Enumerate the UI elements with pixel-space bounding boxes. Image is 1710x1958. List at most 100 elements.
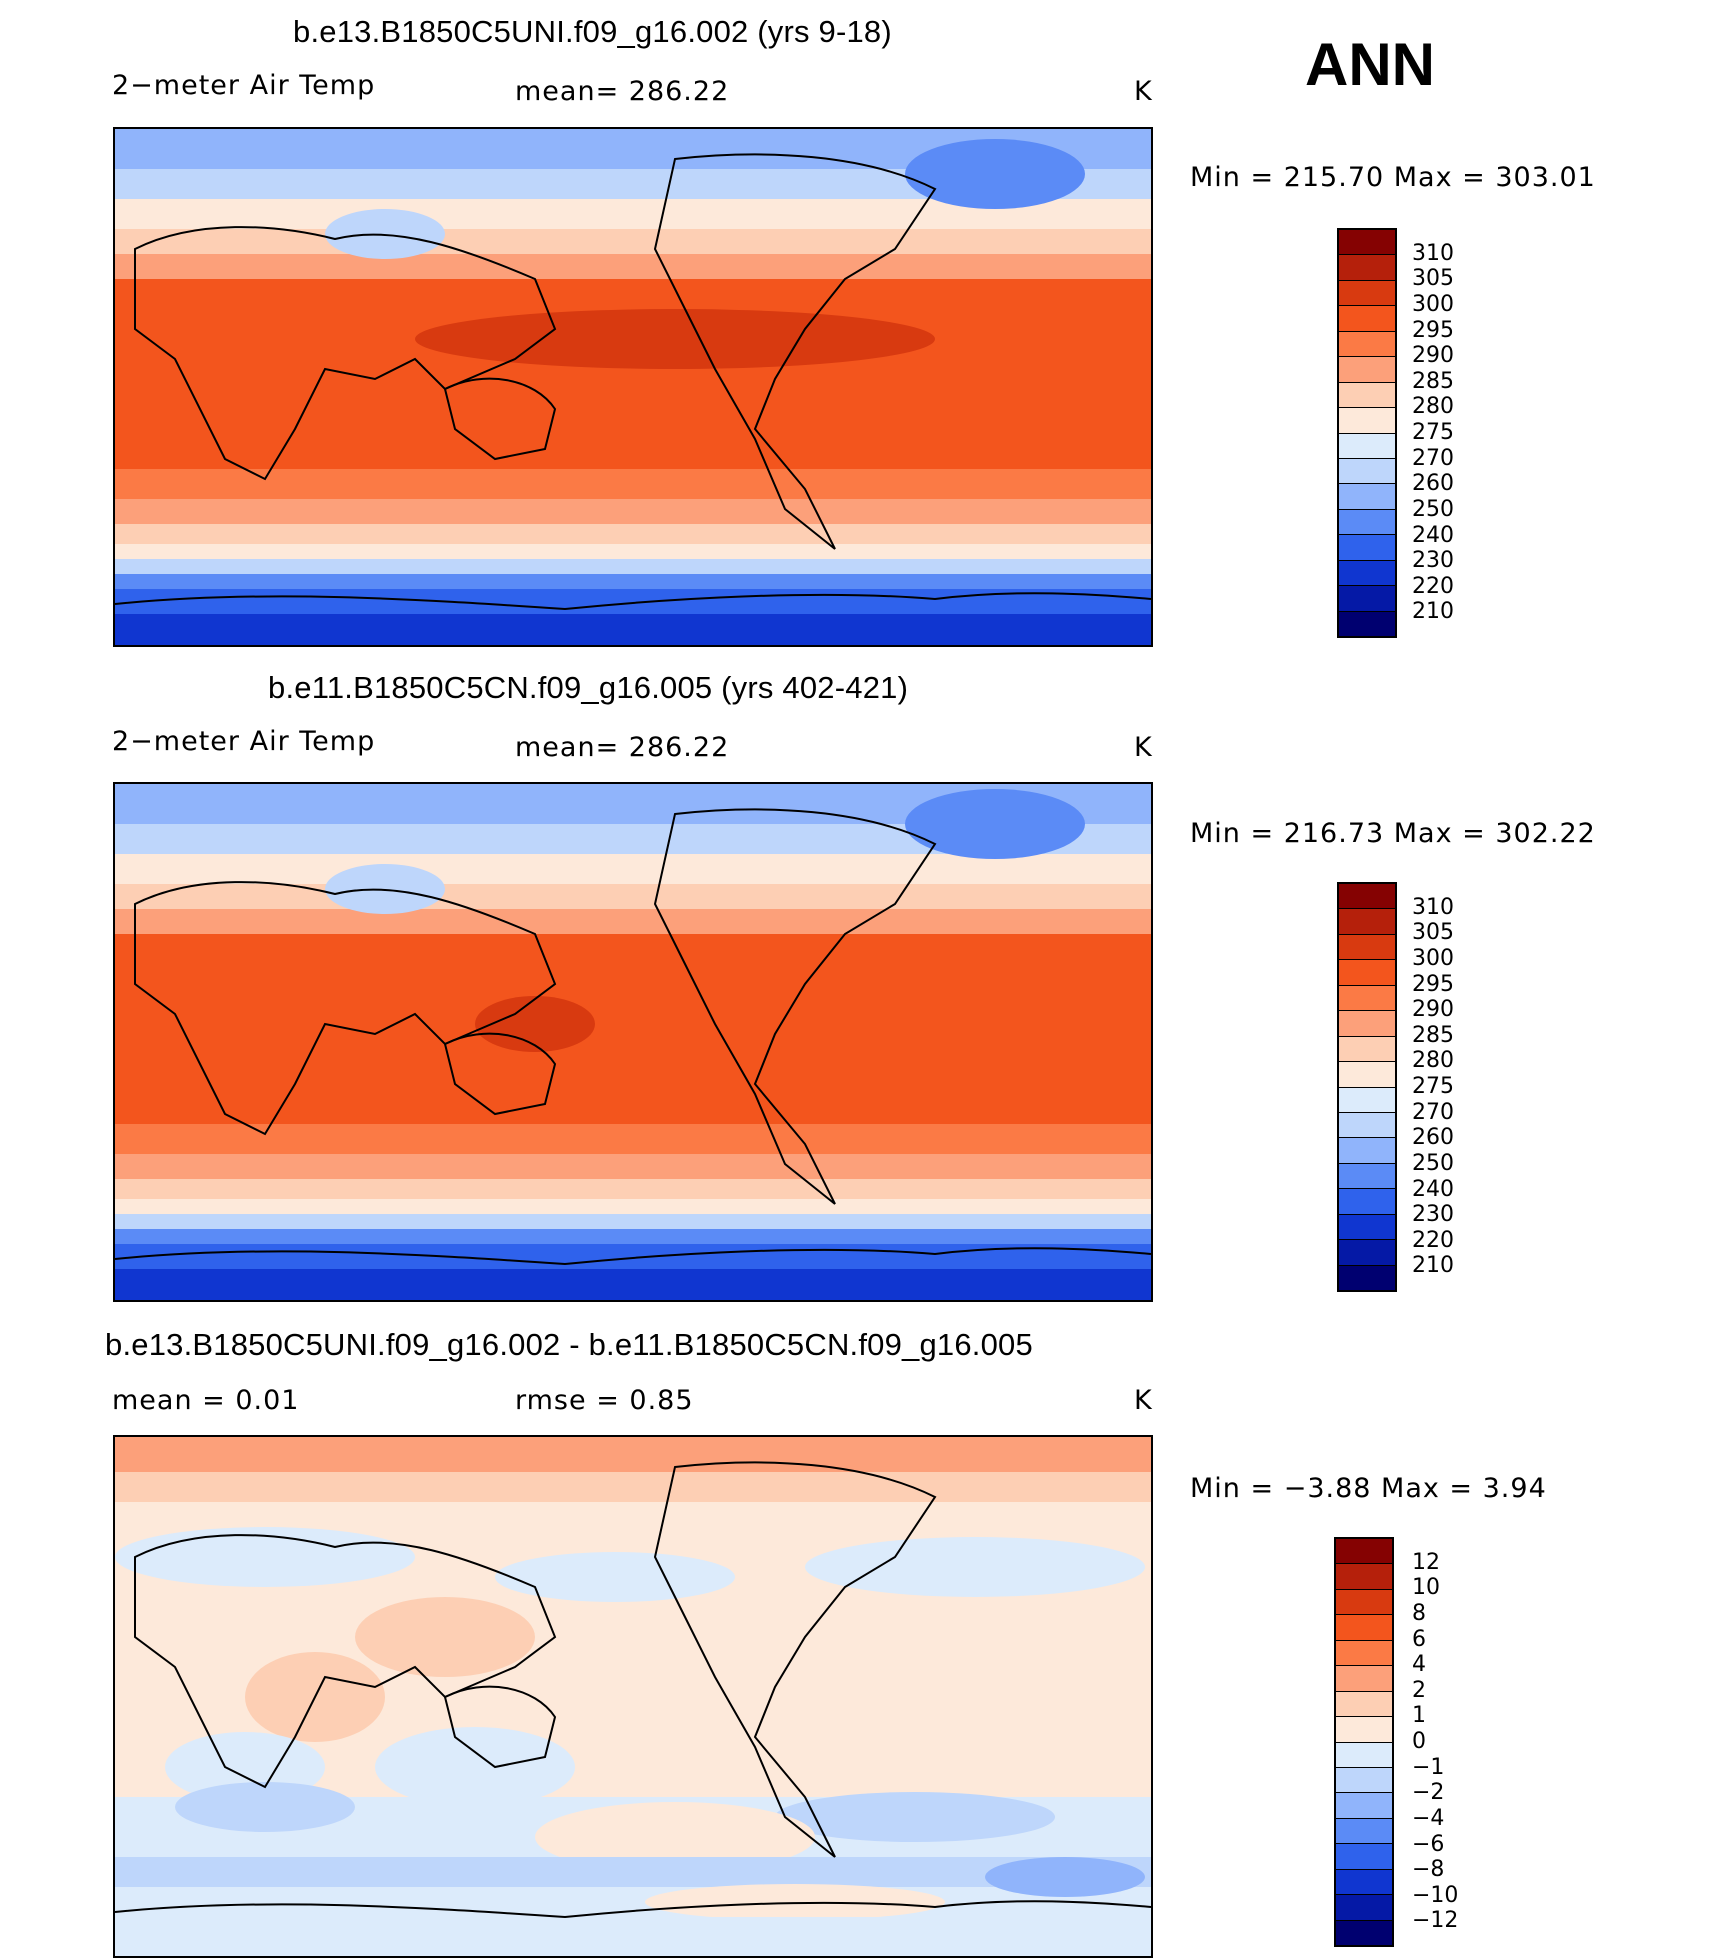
colorbar-swatch — [1336, 1666, 1392, 1692]
colorbar-tick-label: 280 — [1412, 394, 1454, 420]
panel-1-units: K — [1134, 76, 1153, 107]
colorbar-tick-label: −10 — [1412, 1882, 1459, 1908]
panel-2-map — [113, 782, 1153, 1302]
panel-3-minmax: Min = −3.88 Max = 3.94 — [1190, 1473, 1547, 1504]
colorbar-tick-label: 270 — [1412, 1099, 1454, 1125]
colorbar-tick-label: −4 — [1412, 1805, 1445, 1831]
colorbar-tick-label: 270 — [1412, 445, 1454, 471]
colorbar-swatch — [1336, 1920, 1392, 1945]
panel-1-colorbar — [1337, 228, 1397, 638]
colorbar-swatch — [1339, 535, 1395, 561]
colorbar-tick-label: 305 — [1412, 920, 1454, 946]
colorbar-swatch — [1339, 1265, 1395, 1290]
colorbar-swatch — [1336, 1640, 1392, 1667]
colorbar-swatch — [1339, 230, 1395, 256]
colorbar-tick-label: 260 — [1412, 471, 1454, 497]
colorbar-tick-label: −1 — [1412, 1754, 1445, 1780]
colorbar-tick-label: 280 — [1412, 1048, 1454, 1074]
panel-3-colorbar-ticks: 12 10 8 6 4 2 1 0 −1 −2 −4 −6 −8 −10 −12 — [1412, 1537, 1492, 1947]
colorbar-swatch — [1336, 1793, 1392, 1819]
colorbar-swatch — [1336, 1539, 1392, 1565]
colorbar-tick-label: 285 — [1412, 1022, 1454, 1048]
colorbar-swatch — [1339, 884, 1395, 910]
colorbar-tick-label: 230 — [1412, 548, 1454, 574]
panel-2-colorbar-ticks: 310 305 300 295 290 285 280 275 270 260 250 240 230 2… — [1412, 882, 1492, 1292]
colorbar-tick-label: −2 — [1412, 1780, 1445, 1806]
colorbar-swatch — [1339, 586, 1395, 612]
colorbar-tick-label: 2 — [1412, 1677, 1426, 1703]
colorbar-swatch — [1339, 934, 1395, 961]
panel-1-mean: mean= 286.22 — [515, 76, 730, 107]
colorbar-tick-label: 220 — [1412, 1227, 1454, 1253]
colorbar-tick-label: 210 — [1412, 1253, 1454, 1279]
colorbar-swatch — [1336, 1691, 1392, 1718]
colorbar-swatch — [1336, 1564, 1392, 1590]
colorbar-tick-label: 275 — [1412, 1074, 1454, 1099]
colorbar-tick-label: 8 — [1412, 1600, 1426, 1626]
colorbar-swatch — [1336, 1717, 1392, 1743]
panel-2-variable: 2−meter Air Temp — [112, 726, 376, 757]
colorbar-tick-label: 240 — [1412, 1176, 1454, 1202]
panel-2-title: b.e11.B1850C5CN.f09_g16.005 (yrs 402-421… — [268, 670, 909, 705]
colorbar-swatch — [1336, 1615, 1392, 1641]
colorbar-tick-label: 275 — [1412, 420, 1454, 445]
colorbar-tick-label: 220 — [1412, 573, 1454, 599]
colorbar-tick-label: 1 — [1412, 1703, 1426, 1729]
colorbar-swatch — [1336, 1589, 1392, 1616]
colorbar-tick-label: 6 — [1412, 1626, 1426, 1652]
panel-1-field — [115, 129, 1151, 645]
panel-2-mean: mean= 286.22 — [515, 732, 730, 763]
colorbar-tick-label: 310 — [1412, 894, 1454, 920]
colorbar-swatch — [1339, 1189, 1395, 1215]
panel-3-map — [113, 1435, 1153, 1958]
colorbar-tick-label: 285 — [1412, 368, 1454, 394]
colorbar-tick-label: 305 — [1412, 266, 1454, 292]
colorbar-swatch — [1339, 1087, 1395, 1113]
colorbar-swatch — [1339, 560, 1395, 587]
panel-3-mean: mean = 0.01 — [112, 1385, 300, 1416]
colorbar-swatch — [1339, 280, 1395, 307]
panel-2-minmax: Min = 216.73 Max = 302.22 — [1190, 818, 1596, 849]
colorbar-tick-label: 4 — [1412, 1652, 1426, 1678]
panel-2-colorbar — [1337, 882, 1397, 1292]
colorbar-swatch — [1336, 1869, 1392, 1896]
colorbar-swatch — [1336, 1767, 1392, 1794]
colorbar-swatch — [1339, 1036, 1395, 1063]
panel-1-minmax: Min = 215.70 Max = 303.01 — [1190, 162, 1596, 193]
colorbar-tick-label: −6 — [1412, 1831, 1445, 1857]
colorbar-swatch — [1339, 1214, 1395, 1241]
colorbar-swatch — [1339, 433, 1395, 459]
colorbar-swatch — [1339, 357, 1395, 383]
panel-3-field — [115, 1437, 1151, 1956]
colorbar-swatch — [1339, 255, 1395, 281]
colorbar-tick-label: 230 — [1412, 1202, 1454, 1228]
colorbar-swatch — [1336, 1742, 1392, 1768]
colorbar-swatch — [1339, 1138, 1395, 1164]
colorbar-swatch — [1339, 1062, 1395, 1088]
panel-1-title: b.e13.B1850C5UNI.f09_g16.002 (yrs 9-18) — [293, 14, 892, 49]
colorbar-swatch — [1339, 1112, 1395, 1139]
colorbar-swatch — [1336, 1844, 1392, 1870]
colorbar-swatch — [1336, 1818, 1392, 1845]
colorbar-tick-label: 295 — [1412, 971, 1454, 997]
colorbar-tick-label: 0 — [1412, 1729, 1426, 1754]
colorbar-swatch — [1339, 331, 1395, 358]
colorbar-tick-label: 250 — [1412, 496, 1454, 522]
season-label: ANN — [1305, 31, 1435, 98]
panel-3-title: b.e13.B1850C5UNI.f09_g16.002 - b.e11.B18… — [105, 1327, 1033, 1362]
colorbar-swatch — [1339, 611, 1395, 636]
colorbar-tick-label: −12 — [1412, 1908, 1459, 1934]
panel-1-variable: 2−meter Air Temp — [112, 70, 376, 101]
colorbar-swatch — [1339, 484, 1395, 510]
colorbar-swatch — [1339, 1240, 1395, 1266]
panel-3-rmse: rmse = 0.85 — [515, 1385, 694, 1416]
colorbar-tick-label: 260 — [1412, 1125, 1454, 1151]
colorbar-swatch — [1339, 909, 1395, 935]
colorbar-tick-label: 310 — [1412, 240, 1454, 266]
colorbar-tick-label: 290 — [1412, 997, 1454, 1023]
panel-2-field — [115, 784, 1151, 1300]
panel-1-colorbar-ticks: 310 305 300 295 290 285 280 275 270 260 250 240 230 2… — [1412, 228, 1492, 638]
colorbar-swatch — [1339, 382, 1395, 409]
colorbar-tick-label: 240 — [1412, 522, 1454, 548]
colorbar-swatch — [1339, 458, 1395, 485]
